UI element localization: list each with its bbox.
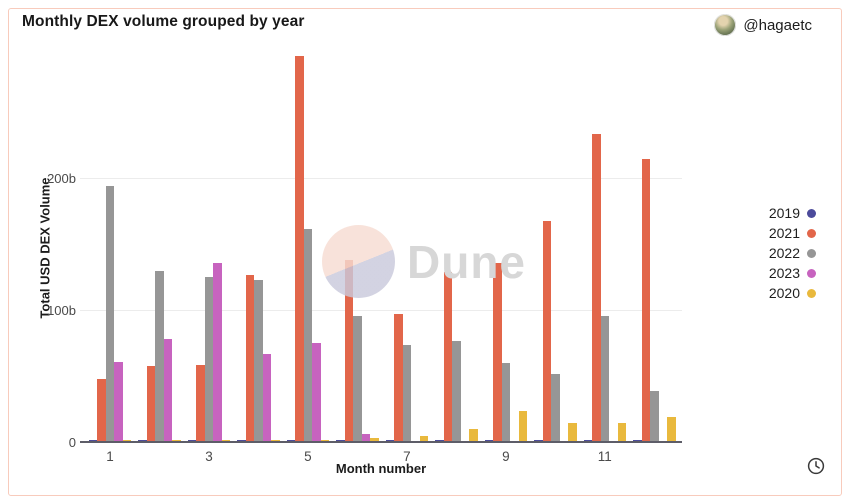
bar-2020-month-9[interactable] [518, 410, 528, 441]
bar-2021-month-4[interactable] [245, 274, 255, 441]
bar-2020-month-1[interactable] [122, 439, 132, 441]
bar-2019-month-9[interactable] [484, 439, 494, 441]
bar-2021-month-11[interactable] [592, 133, 601, 441]
bar-2020-month-10[interactable] [568, 422, 577, 441]
gridline-100b [80, 310, 682, 312]
bar-2020-month-5[interactable] [320, 439, 330, 441]
bar-2020-month-11[interactable] [617, 422, 626, 441]
bar-2022-month-5[interactable] [303, 228, 313, 441]
author-handle: @hagaetc [743, 16, 812, 34]
bar-2021-month-3[interactable] [196, 364, 205, 441]
bar-2019-month-11[interactable] [583, 439, 592, 441]
bar-2022-month-6[interactable] [353, 315, 362, 441]
bar-2019-month-6[interactable] [336, 439, 345, 441]
legend-label-2019: 2019 [768, 205, 800, 221]
x-tick-label-11: 11 [597, 449, 612, 464]
bar-2022-month-1[interactable] [105, 186, 115, 441]
chart-title: Monthly DEX volume grouped by year [22, 13, 305, 30]
x-tick-label-1: 1 [106, 449, 114, 464]
bar-2019-month-7[interactable] [385, 439, 395, 441]
x-tick-label-7: 7 [403, 449, 411, 464]
gridline-200b [80, 178, 682, 180]
bar-2020-month-2[interactable] [172, 439, 181, 441]
bar-2020-month-6[interactable] [370, 438, 379, 441]
bar-2020-month-7[interactable] [419, 435, 429, 441]
bar-2021-month-12[interactable] [641, 158, 650, 441]
bar-2020-month-8[interactable] [469, 429, 478, 441]
bar-2021-month-9[interactable] [493, 262, 502, 441]
bar-2022-month-11[interactable] [600, 315, 609, 441]
clock-icon[interactable] [806, 456, 826, 476]
plot-area: Dune [80, 55, 682, 443]
bar-2021-month-7[interactable] [394, 314, 403, 441]
legend-dot-icon-2020 [807, 288, 816, 298]
x-tick-label-9: 9 [502, 449, 510, 464]
legend: 2019 2021 2022 2023 2020 [726, 203, 816, 303]
legend-item-2020[interactable]: 2020 [726, 283, 816, 303]
legend-dot-icon-2021 [807, 228, 816, 238]
bar-2022-month-4[interactable] [254, 280, 263, 441]
bar-2023-month-1[interactable] [114, 361, 123, 441]
bar-2023-month-2[interactable] [163, 339, 173, 441]
author-link[interactable]: @hagaetc [714, 14, 812, 36]
bar-2020-month-4[interactable] [271, 439, 280, 441]
bar-2020-month-12[interactable] [667, 417, 676, 441]
bar-2019-month-10[interactable] [534, 439, 543, 441]
bar-2019-month-5[interactable] [286, 439, 296, 441]
legend-item-2019[interactable]: 2019 [726, 203, 816, 223]
y-tick-label-200b: 200b [47, 171, 76, 187]
bar-2023-month-3[interactable] [213, 262, 222, 441]
legend-label-2023: 2023 [768, 265, 800, 281]
bar-2023-month-5[interactable] [312, 343, 321, 441]
bar-2021-month-5[interactable] [295, 55, 304, 441]
legend-item-2022[interactable]: 2022 [726, 243, 816, 263]
bar-2022-month-9[interactable] [501, 363, 511, 441]
bar-2019-month-3[interactable] [187, 439, 197, 441]
bar-2022-month-12[interactable] [650, 390, 659, 441]
y-tick-label-100b: 100b [47, 303, 76, 319]
bar-2019-month-8[interactable] [435, 439, 444, 441]
y-axis-title: Total USD DEX Volume [37, 177, 53, 319]
bar-2022-month-7[interactable] [402, 344, 412, 441]
bar-2019-month-12[interactable] [633, 439, 642, 441]
legend-label-2022: 2022 [768, 245, 800, 261]
bar-2019-month-2[interactable] [138, 439, 147, 441]
x-axis-line [80, 441, 682, 443]
bar-2021-month-1[interactable] [97, 379, 106, 441]
legend-item-2023[interactable]: 2023 [726, 263, 816, 283]
bar-2022-month-3[interactable] [204, 277, 214, 441]
bar-2021-month-10[interactable] [542, 220, 552, 441]
x-tick-label-5: 5 [304, 449, 312, 464]
bar-2021-month-8[interactable] [443, 272, 453, 441]
bar-2022-month-2[interactable] [155, 270, 164, 441]
bar-2021-month-2[interactable] [146, 365, 156, 441]
x-tick-label-3: 3 [205, 449, 213, 464]
legend-dot-icon-2019 [807, 208, 816, 218]
bar-2023-month-4[interactable] [262, 353, 272, 441]
bar-2023-month-6[interactable] [361, 434, 371, 441]
legend-label-2021: 2021 [768, 225, 800, 241]
bar-2021-month-6[interactable] [344, 260, 354, 441]
legend-item-2021[interactable]: 2021 [726, 223, 816, 243]
dune-watermark-text: Dune [407, 236, 526, 288]
dune-logo-icon [322, 225, 395, 298]
bar-2022-month-8[interactable] [452, 340, 461, 441]
x-axis-title: Month number [335, 461, 427, 476]
bar-2019-month-4[interactable] [237, 439, 246, 441]
bar-2020-month-3[interactable] [221, 439, 231, 441]
avatar [714, 14, 737, 36]
bar-2022-month-10[interactable] [551, 373, 560, 441]
bar-2019-month-1[interactable] [88, 439, 98, 441]
legend-dot-icon-2022 [807, 248, 816, 258]
legend-dot-icon-2023 [807, 268, 816, 278]
legend-label-2020: 2020 [768, 285, 800, 301]
y-tick-label-0: 0 [68, 435, 76, 450]
